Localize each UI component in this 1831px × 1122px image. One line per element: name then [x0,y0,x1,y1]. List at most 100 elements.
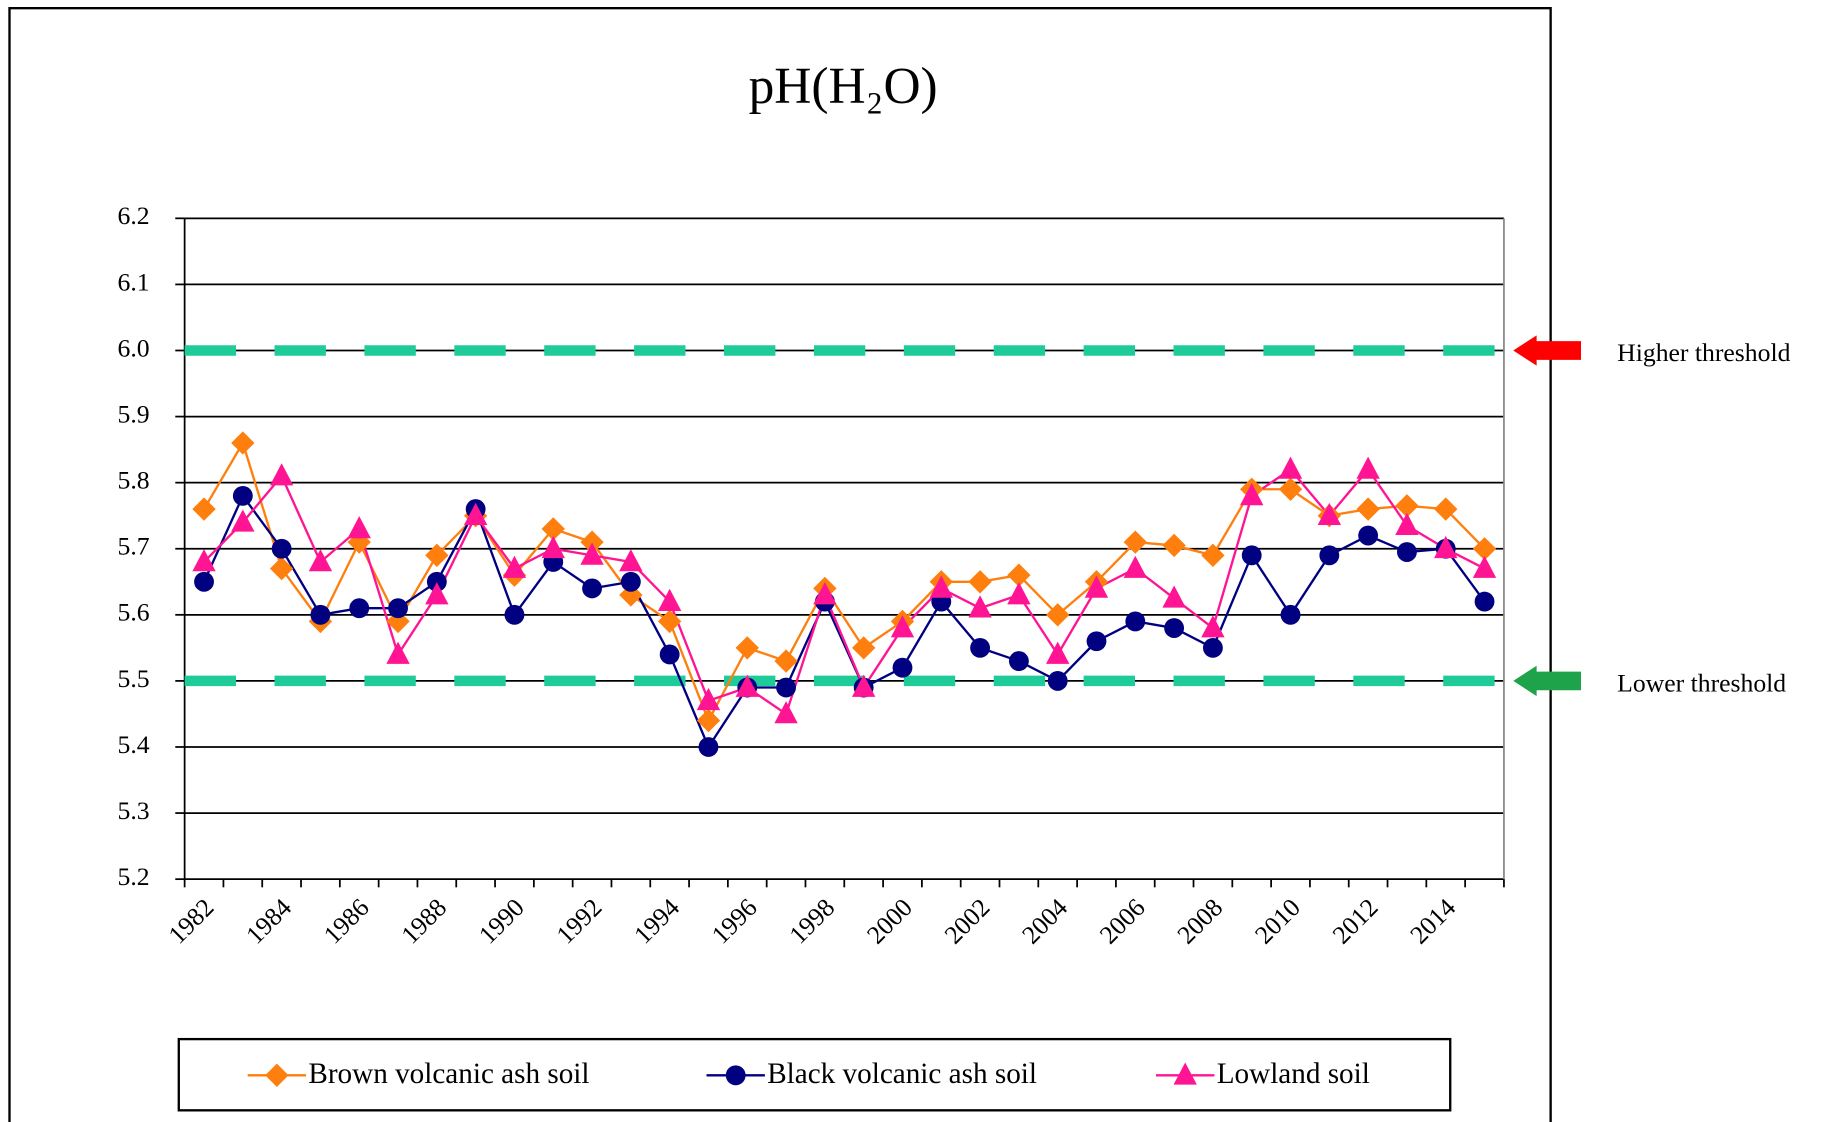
series-line [203,440,1486,724]
data-point [1434,535,1458,559]
data-point [231,431,255,455]
data-point [541,535,565,559]
data-point [1007,582,1031,605]
data-point [232,485,253,506]
data-point [774,701,798,724]
y-tick-label: 5.6 [118,598,150,627]
data-point [776,677,796,698]
data-point [1358,525,1379,546]
data-point [696,687,721,711]
data-point [1356,497,1380,521]
data-point [1434,497,1458,521]
series-line [203,467,1486,716]
legend-marker [725,1065,746,1086]
data-point [1278,477,1303,501]
data-point [735,636,759,660]
data-point [349,598,370,619]
data-point [192,549,216,572]
data-point [813,582,837,605]
data-point [1395,512,1419,535]
data-point [504,604,525,625]
data-point [426,571,447,592]
data-point [386,641,410,664]
data-point [1086,631,1107,652]
data-point [852,674,876,697]
data-point [890,615,915,638]
legend-label: Black volcanic ash soil [767,1058,1037,1090]
y-tick-label: 5.2 [118,862,150,891]
data-point [968,595,992,618]
data-point [310,604,331,625]
chart-title: pH(H₂O) [749,58,938,115]
y-tick-label: 6.0 [118,333,150,362]
data-point [1240,483,1264,506]
data-point [1084,575,1109,598]
y-tick-label: 5.5 [118,664,150,693]
data-point [1397,542,1417,562]
data-point [774,649,798,673]
threshold-arrow [1513,335,1581,366]
data-point [1162,585,1186,608]
data-point [192,497,216,521]
data-point [1123,555,1147,578]
data-point [1162,533,1186,558]
y-tick-label: 5.3 [118,796,150,825]
data-point [425,582,449,605]
data-point [347,516,371,539]
data-point [1474,591,1495,612]
data-point [970,637,991,658]
data-point [657,588,682,611]
data-point [1164,618,1185,638]
threshold-label: Lower threshold [1617,668,1786,697]
data-point [308,549,333,572]
data-point [696,708,721,733]
data-point [582,578,602,599]
y-tick-label: 5.9 [118,399,150,428]
data-point [620,571,641,592]
data-point [1278,456,1303,479]
data-point [271,538,292,559]
data-point [657,609,682,634]
data-point [1241,545,1262,566]
data-point [1047,670,1068,691]
data-point [1319,545,1340,566]
data-point [1472,555,1497,578]
y-tick-label: 5.4 [118,730,150,759]
y-tick-label: 6.2 [118,201,150,230]
data-point [502,555,527,578]
legend-marker [1173,1062,1197,1085]
data-point [194,571,214,592]
data-point [852,636,876,660]
data-point [463,502,488,526]
data-point [659,644,680,665]
series-line [202,493,1486,750]
data-point [619,549,643,572]
legend-box [177,1037,1452,1112]
data-point [1125,611,1146,632]
legend-label: Lowland soil [1217,1058,1370,1090]
data-point [1201,615,1225,638]
data-point [892,657,913,678]
threshold-label: Higher threshold [1617,338,1790,367]
data-point [580,542,604,565]
data-point [1046,641,1070,664]
y-tick-label: 5.7 [118,532,150,561]
data-point [929,575,953,598]
data-point [1280,604,1301,625]
chart-frame [8,7,1552,1122]
data-point [269,463,294,486]
threshold-arrow [1513,665,1581,697]
data-point [231,509,255,532]
data-point [698,737,719,757]
data-point [388,598,408,619]
data-point [1317,502,1341,526]
data-point [735,674,759,697]
data-point [1202,637,1223,658]
y-tick-label: 5.8 [118,466,150,495]
data-point [1008,651,1029,672]
y-tick-label: 6.1 [118,267,150,296]
data-point [1356,456,1380,479]
legend-label: Brown volcanic ash soil [308,1058,589,1090]
